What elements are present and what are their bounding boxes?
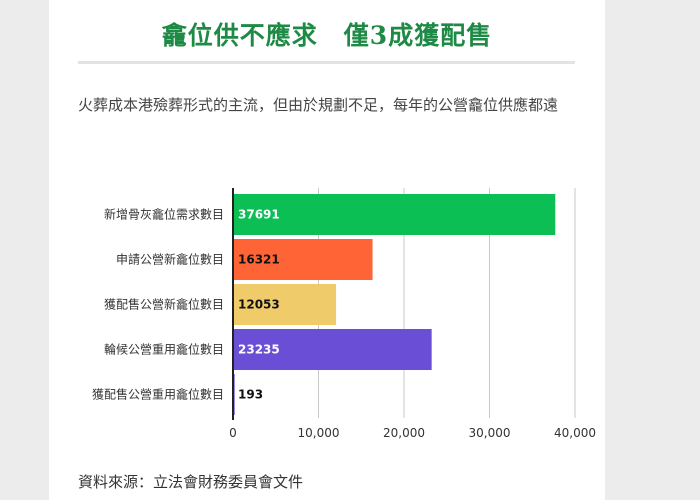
category-label: 申請公營新龕位數目 <box>116 252 224 267</box>
x-tick-label: 20,000 <box>383 426 425 440</box>
article-card: 龕位供不應求 僅3成獲配售 火葬成本港殮葬形式的主流，但由於規劃不足，每年的公營… <box>49 0 605 500</box>
category-label: 新增骨灰龕位需求數目 <box>104 207 224 222</box>
x-tick-label: 10,000 <box>298 426 340 440</box>
category-label: 獲配售公營新龕位數目 <box>104 297 224 312</box>
value-label: 37691 <box>238 208 280 222</box>
chart-bars <box>233 194 556 415</box>
value-label: 12053 <box>238 298 280 312</box>
intro-text: 火葬成本港殮葬形式的主流，但由於規劃不足，每年的公營龕位供應都遠 <box>78 96 559 114</box>
category-label: 獲配售公營重用龕位數目 <box>92 387 224 402</box>
value-label: 16321 <box>238 253 280 267</box>
value-label: 193 <box>238 388 263 402</box>
x-tick-labels: 0 10,000 20,000 30,000 40,000 <box>229 426 596 440</box>
bar <box>233 329 432 370</box>
divider <box>78 61 575 64</box>
headline: 龕位供不應求 僅3成獲配售 <box>161 21 493 50</box>
bar <box>233 284 337 325</box>
x-tick-label: 0 <box>229 426 237 440</box>
source-note: 資料來源：立法會財務委員會文件 <box>78 473 304 491</box>
bar <box>233 239 373 280</box>
bar <box>233 194 556 235</box>
x-tick-label: 40,000 <box>554 426 596 440</box>
x-tick-label: 30,000 <box>469 426 511 440</box>
value-label: 23235 <box>238 343 280 357</box>
category-label: 輪候公營重用龕位數目 <box>104 342 224 357</box>
value-labels: 37691 16321 12053 23235 193 <box>238 208 280 402</box>
category-labels: 新增骨灰龕位需求數目申請公營新龕位數目獲配售公營新龕位數目輪候公營重用龕位數目獲… <box>92 207 224 402</box>
bar-chart: 新增骨灰龕位需求數目申請公營新龕位數目獲配售公營新龕位數目輪候公營重用龕位數目獲… <box>92 188 596 440</box>
